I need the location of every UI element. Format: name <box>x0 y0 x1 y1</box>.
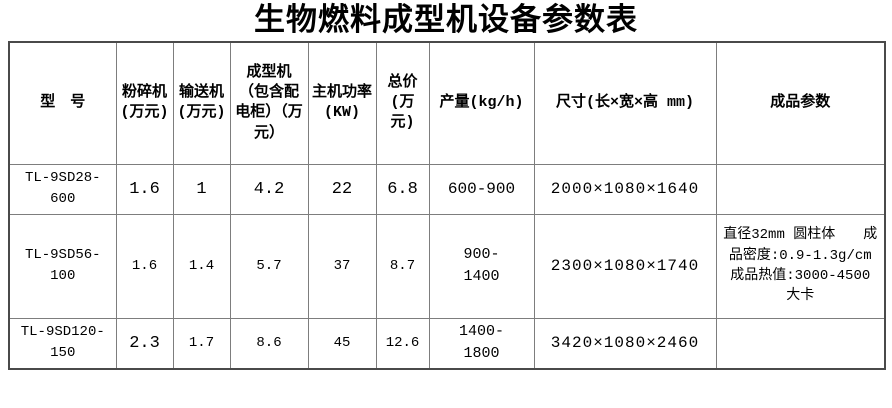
table-row: TL-9SD28- 600 1.6 1 4.2 22 6.8 600-900 2… <box>8 163 886 215</box>
cell-conveyor-price: 1.7 <box>172 317 231 369</box>
col-header-crusher-price: 粉碎机(万元) <box>115 41 174 165</box>
cell-main-power: 22 <box>307 163 377 215</box>
table-row: TL-9SD120- 150 2.3 1.7 8.6 45 12.6 1400-… <box>8 317 886 369</box>
col-header-total-price: 总价(万元) <box>375 41 430 165</box>
table-row: TL-9SD56- 100 1.6 1.4 5.7 37 8.7 900- 14… <box>8 213 886 319</box>
cell-model: TL-9SD120- 150 <box>8 317 117 369</box>
cell-product-params <box>715 163 886 215</box>
cell-model: TL-9SD28- 600 <box>8 163 117 215</box>
col-header-main-power: 主机功率(KW) <box>307 41 377 165</box>
cell-output: 1400- 1800 <box>428 317 535 369</box>
cell-main-power: 37 <box>307 213 377 319</box>
cell-molding-price: 5.7 <box>229 213 309 319</box>
cell-product-params <box>715 317 886 369</box>
cell-conveyor-price: 1.4 <box>172 213 231 319</box>
cell-dimensions: 2000×1080×1640 <box>533 163 717 215</box>
cell-output: 600-900 <box>428 163 535 215</box>
cell-dimensions: 3420×1080×2460 <box>533 317 717 369</box>
cell-model: TL-9SD56- 100 <box>8 213 117 319</box>
cell-crusher-price: 2.3 <box>115 317 174 369</box>
col-header-molding-machine-price: 成型机（包含配电柜）（万元） <box>229 41 309 165</box>
cell-total-price: 6.8 <box>375 163 430 215</box>
cell-main-power: 45 <box>307 317 377 369</box>
spec-table: 型 号 粉碎机(万元) 输送机(万元) 成型机（包含配电柜）（万元） 主机功率(… <box>8 41 886 370</box>
cell-molding-price: 4.2 <box>229 163 309 215</box>
col-header-dimensions: 尺寸(长×宽×高 mm) <box>533 41 717 165</box>
cell-total-price: 8.7 <box>375 213 430 319</box>
col-header-output: 产量(kg/h) <box>428 41 535 165</box>
cell-total-price: 12.6 <box>375 317 430 369</box>
cell-conveyor-price: 1 <box>172 163 231 215</box>
cell-dimensions: 2300×1080×1740 <box>533 213 717 319</box>
col-header-product-params: 成品参数 <box>715 41 886 165</box>
cell-molding-price: 8.6 <box>229 317 309 369</box>
cell-product-params: 直径32mm 圆柱体 成品密度:0.9-1.3g/cm 成品热值:3000-45… <box>715 213 886 319</box>
page-title: 生物燃料成型机设备参数表 <box>254 2 638 38</box>
header-row: 型 号 粉碎机(万元) 输送机(万元) 成型机（包含配电柜）（万元） 主机功率(… <box>8 41 886 165</box>
cell-crusher-price: 1.6 <box>115 213 174 319</box>
cell-output: 900- 1400 <box>428 213 535 319</box>
col-header-model: 型 号 <box>8 41 117 165</box>
col-header-conveyor-price: 输送机(万元) <box>172 41 231 165</box>
cell-crusher-price: 1.6 <box>115 163 174 215</box>
